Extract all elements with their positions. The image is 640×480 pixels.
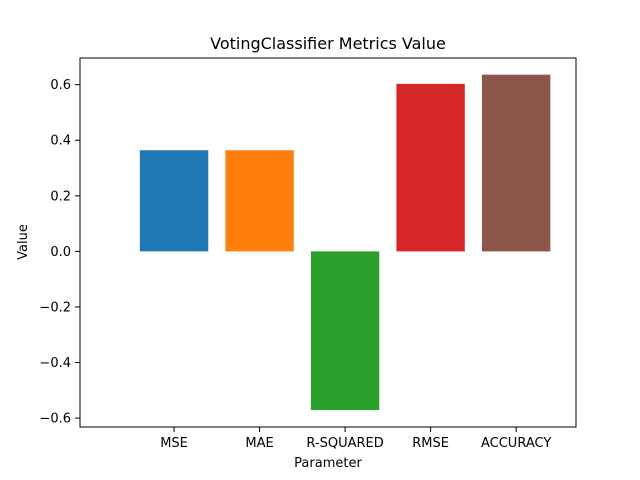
chart-title: VotingClassifier Metrics Value: [210, 34, 446, 53]
plot-area-frame: [79, 57, 577, 428]
y-tick-label: 0.6: [50, 78, 71, 93]
y-tick-label: −0.6: [39, 412, 71, 427]
y-axis-label: Value: [16, 224, 31, 260]
y-tick-label: −0.2: [39, 300, 71, 315]
bars-group: [139, 74, 551, 411]
bar-accuracy: [481, 74, 551, 252]
y-tick-label: 0.0: [50, 245, 71, 260]
x-tick-label: RMSE: [412, 436, 449, 451]
bar-r-squared: [310, 251, 380, 411]
y-tick-label: −0.4: [39, 356, 71, 371]
x-axis-label: Parameter: [294, 456, 362, 471]
bar-rmse: [396, 83, 465, 252]
x-tick-label: ACCURACY: [481, 436, 551, 451]
bar-mae: [225, 150, 294, 252]
x-tick-label: MSE: [160, 436, 188, 451]
y-tick-label: 0.2: [50, 189, 71, 204]
x-tick-label: MAE: [245, 436, 273, 451]
x-tick-label: R-SQUARED: [306, 436, 383, 451]
bar-mse: [139, 150, 209, 252]
y-axis-ticks: −0.6 −0.4 −0.2 0.0 0.2 0.4 0.6: [39, 78, 80, 427]
x-axis-ticks: MSE MAE R-SQUARED RMSE ACCURACY: [160, 427, 551, 451]
y-tick-label: 0.4: [50, 134, 71, 149]
